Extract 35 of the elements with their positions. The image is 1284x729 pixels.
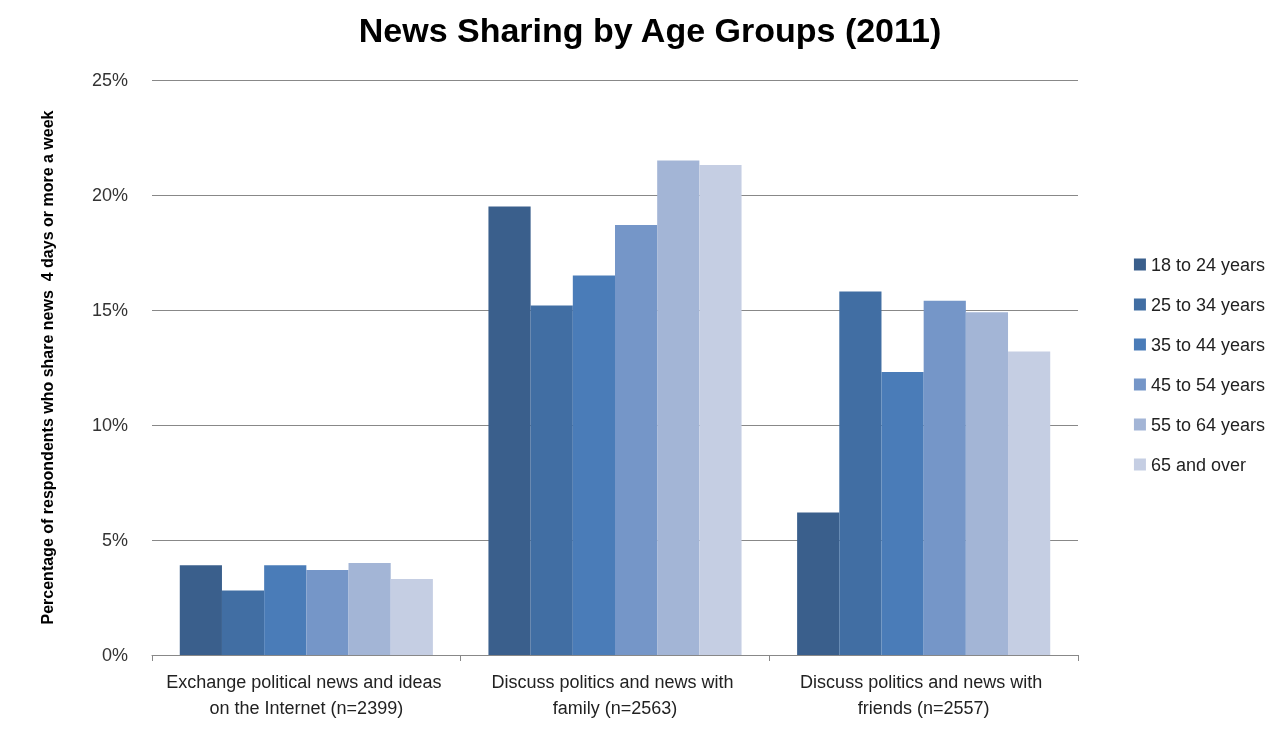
bar [657,160,700,655]
y-tick-label: 25% [91,70,128,90]
bar [306,569,349,655]
bar [530,305,573,655]
y-tick-label: 0% [101,645,128,665]
legend-label: 55 to 64 years [1150,414,1265,435]
bar [488,206,531,655]
bar [923,300,966,655]
bar [839,291,882,655]
bar [699,165,742,655]
y-tick-label: 20% [91,185,128,205]
bar [797,512,840,655]
bar [1008,351,1051,655]
legend-label: 65 and over [1150,454,1246,475]
bar [881,372,924,655]
bar [615,224,658,655]
y-axis-title: Percentage of respondents who share news 4 days or more a week [38,110,56,625]
y-tick-label: 10% [91,415,128,435]
bar [390,579,433,655]
bar [965,312,1009,655]
x-tick-label: Discuss politics and news with friends (n=2557) [800,672,1048,718]
bar [572,275,615,655]
legend-label: 45 to 54 years [1150,374,1265,395]
chart-title: News Sharing by Age Groups (2011) [358,11,942,49]
bar [348,563,391,655]
legend-label: 25 to 34 years [1150,294,1265,315]
x-tick-label: Discuss politics and news with family (n=2563) [491,672,739,718]
y-tick-label: 5% [101,530,128,550]
y-tick-label: 15% [91,300,128,320]
bar [221,590,265,655]
bar [264,565,307,655]
x-tick-label: Exchange political news and ideas on the Internet (n=2399) [166,672,447,718]
legend-label: 18 to 24 years [1150,254,1265,275]
bar [179,565,222,655]
legend-label: 35 to 44 years [1150,334,1265,355]
